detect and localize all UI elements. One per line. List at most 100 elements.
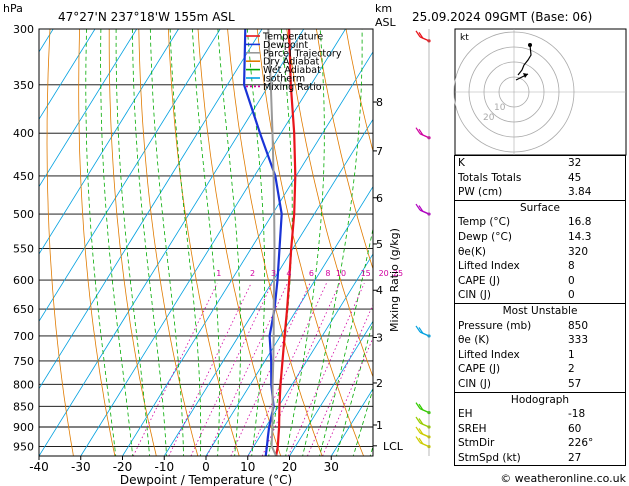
wet-adiabat-line (100, 29, 134, 456)
pressure-tick-label: 750 (13, 355, 34, 368)
mixing-ratio-label: 6 (309, 269, 314, 278)
km-tick-label: 7 (376, 145, 383, 158)
surface-label: CAPE (J) (458, 274, 501, 287)
x-axis-label: Dewpoint / Temperature (°C) (120, 473, 292, 486)
legend-entry: Mixing Ratio (263, 82, 322, 93)
indices-panel: K 32 Totals Totals 45 PW (cm) 3.84 Surface … (454, 155, 626, 467)
isotherm-line (39, 29, 263, 390)
dry-adiabat-line (78, 29, 116, 456)
pressure-tick-label: 850 (13, 400, 34, 413)
wind-barb-flag (418, 418, 424, 425)
hodo-label: StmSpd (kt) (458, 451, 521, 464)
hodograph-ring-label: 20 (483, 113, 495, 123)
wet-adiabat-line (132, 29, 167, 456)
unstable-label: θe (K) (458, 334, 490, 347)
km-tick-label: 2 (376, 377, 383, 390)
wet-adiabat-line (85, 29, 117, 456)
dry-adiabat-line (197, 29, 282, 456)
surface-row: Dewp (°C) 14.3 (455, 230, 625, 245)
wet-adiabat-line (169, 29, 202, 456)
isotherm-line (80, 29, 346, 456)
unstable-label: Lifted Index (458, 348, 520, 361)
mixing-ratio-label: 25 (393, 269, 403, 278)
unstable-value: 850 (568, 319, 589, 332)
km-tick-label: 1 (376, 419, 383, 432)
surface-label: Dewp (°C) (458, 230, 512, 243)
mixing-ratio-line (168, 282, 252, 456)
tt-value: 45 (568, 171, 582, 184)
pw-value: 3.84 (568, 186, 592, 199)
x-tick-label: 30 (324, 460, 339, 474)
surface-value: 16.8 (568, 216, 592, 229)
pressure-tick-label: 350 (13, 79, 34, 92)
surface-label: Lifted Index (458, 260, 520, 273)
km-tick-label: 4 (376, 284, 383, 297)
indices-box: K 32 Totals Totals 45 PW (cm) 3.84 (454, 155, 626, 201)
wet-adiabat-line (246, 29, 265, 456)
unstable-row: CAPE (J) 2 (455, 362, 625, 377)
pressure-tick-label: 900 (13, 421, 34, 434)
hodograph-unit-label: kt (460, 33, 469, 43)
hodo-row: StmSpd (kt) 27 (455, 451, 625, 466)
mixing-ratio-label: 8 (325, 269, 330, 278)
hodo-label: StmDir (458, 437, 495, 450)
surface-row: CIN (J) 0 (455, 288, 625, 303)
wind-barb-flag (418, 428, 424, 435)
hodo-value: -18 (568, 408, 586, 421)
mixing-ratio-label: 2 (250, 269, 255, 278)
unstable-box: Most Unstable Pressure (mb) 850 θe (K) 333 L… (454, 303, 626, 393)
isotherm-line (247, 253, 373, 456)
wind-barb-flag (418, 128, 424, 136)
x-tick-label: -20 (113, 460, 133, 474)
isotherm-line (39, 29, 305, 456)
wind-barb-flag (415, 402, 421, 409)
x-tick-label: 10 (240, 460, 255, 474)
wind-barb-staff (419, 133, 430, 139)
km-tick-label: 6 (376, 192, 383, 205)
unstable-row: θe (K) 333 (455, 333, 625, 348)
legend-entry: Wet Adiabat (263, 65, 321, 76)
mixing-ratio-label: 15 (361, 269, 371, 278)
wet-adiabat-line (192, 29, 220, 456)
isotherm-line (0, 29, 12, 456)
x-tick-label: -40 (29, 460, 49, 474)
wet-adiabat-line (285, 29, 325, 456)
isotherm-line (122, 51, 373, 456)
unstable-row: Lifted Index 1 (455, 348, 625, 363)
pressure-tick-label: 800 (13, 378, 34, 391)
km-tick-label: 3 (376, 332, 383, 345)
wind-barb-staff (419, 441, 430, 448)
legend-entry: Isotherm (263, 74, 305, 85)
storm-motion-arrowhead (523, 73, 528, 78)
km-tick-label: 5 (376, 238, 383, 251)
datetime-title: 25.09.2024 09GMT (Base: 06) (412, 10, 592, 24)
isotherm-line (39, 29, 138, 188)
hodo-label: SREH (458, 422, 487, 435)
series-parcel-trajectory (267, 29, 278, 456)
unstable-value: 1 (568, 348, 575, 361)
asl-label: ASL (375, 16, 397, 29)
unstable-value: 333 (568, 334, 589, 347)
hpa-label: hPa (3, 2, 23, 15)
legend-entry: Dewpoint (263, 40, 308, 51)
unstable-value: 2 (568, 363, 575, 376)
pressure-tick-label: 500 (13, 208, 34, 221)
wind-barb-flag (418, 32, 424, 39)
wind-barb-flag (415, 436, 421, 443)
hodograph-trace (517, 44, 532, 76)
mixing-ratio-label: 4 (286, 269, 291, 278)
isotherm-line (39, 29, 96, 121)
hodo-row: SREH 60 (455, 422, 625, 437)
legend-entry: Parcel Trajectory (263, 48, 342, 59)
surface-value: 14.3 (568, 230, 592, 243)
hodo-value: 60 (568, 422, 582, 435)
wind-barb-staff (419, 432, 430, 438)
pressure-tick-label: 450 (13, 170, 34, 183)
x-tick-label: 0 (202, 460, 210, 474)
series-dewpoint (242, 29, 283, 456)
plot-frame (38, 28, 374, 457)
surface-value: 320 (568, 245, 589, 258)
surface-row: CAPE (J) 0 (455, 274, 625, 289)
wet-adiabat-line (149, 29, 184, 456)
